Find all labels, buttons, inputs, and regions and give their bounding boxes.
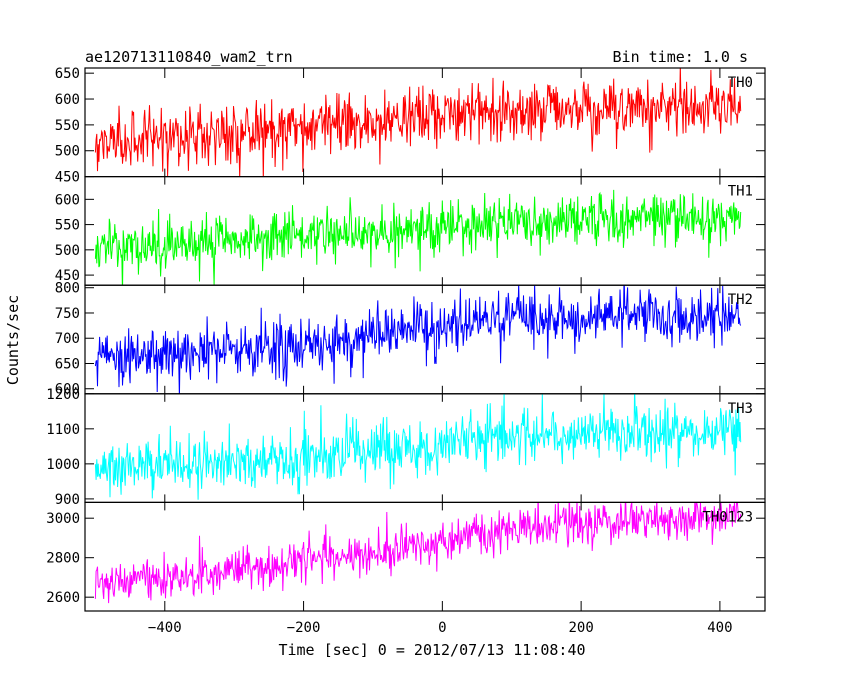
- x-axis-label: Time [sec] 0 = 2012/07/13 11:08:40: [278, 641, 585, 659]
- panel-frame: [84, 284, 766, 395]
- x-tick-label: −200: [287, 620, 321, 636]
- channel-label-th3: TH3: [728, 401, 753, 417]
- panel-th2: 600 650 700 750 800 TH2: [55, 281, 766, 398]
- y-tick-label: 900: [55, 492, 80, 508]
- y-tick-label: 2600: [46, 590, 80, 606]
- channel-label-th2: TH2: [728, 292, 753, 308]
- y-tick-label: 500: [55, 243, 80, 259]
- y-tick-label: 650: [55, 356, 80, 372]
- y-axis-label: Counts/sec: [4, 295, 22, 385]
- series-line-th3: [94, 393, 742, 500]
- y-tick-label: 1200: [46, 387, 80, 403]
- bin-time-label: Bin time: 1.0 s: [613, 48, 748, 66]
- y-tick-label: 450: [55, 170, 80, 186]
- y-tick-label: 600: [55, 92, 80, 108]
- y-tick-label: 3000: [46, 511, 80, 527]
- series-line-th2: [94, 285, 742, 394]
- x-tick-label: −400: [148, 620, 182, 636]
- panels-group: 450 500 550 600 650 TH0 450 500 550 600 TH1 600 650 7…: [46, 66, 766, 612]
- y-tick-label: 2800: [46, 551, 80, 567]
- series-line-th0: [94, 68, 742, 177]
- y-tick-label: 1100: [46, 422, 80, 438]
- channel-label-th0123: TH0123: [702, 509, 753, 525]
- y-tick-label: 700: [55, 331, 80, 347]
- chart-title: ae120713110840_wam2_trn: [85, 48, 293, 66]
- series-line-th1: [94, 189, 742, 286]
- y-tick-label: 550: [55, 118, 80, 134]
- y-tick-label: 750: [55, 306, 80, 322]
- panel-frame: [84, 501, 766, 612]
- x-tick-label: 200: [568, 620, 593, 636]
- panel-th3: 900 1000 1100 1200 TH3: [46, 387, 766, 508]
- y-tick-label: 450: [55, 268, 80, 284]
- x-tick-label: 400: [707, 620, 732, 636]
- y-tick-label: 1000: [46, 457, 80, 473]
- y-tick-label: 550: [55, 218, 80, 234]
- y-tick-label: 600: [55, 192, 80, 208]
- panel-th0123: 2600 2800 3000 TH0123: [46, 501, 766, 612]
- x-tick-label: 0: [438, 620, 446, 636]
- y-tick-label: 500: [55, 144, 80, 160]
- x-axis-ticks: −400 −200 0 200 400: [148, 68, 733, 636]
- channel-label-th1: TH1: [728, 184, 753, 200]
- y-tick-label: 600: [55, 382, 80, 398]
- series-line-th0123: [94, 502, 742, 604]
- y-tick-label: 650: [55, 66, 80, 82]
- channel-label-th0: TH0: [728, 75, 753, 91]
- panel-th1: 450 500 550 600 TH1: [55, 176, 766, 286]
- panel-th0: 450 500 550 600 650 TH0: [55, 66, 766, 186]
- y-tick-label: 800: [55, 281, 80, 297]
